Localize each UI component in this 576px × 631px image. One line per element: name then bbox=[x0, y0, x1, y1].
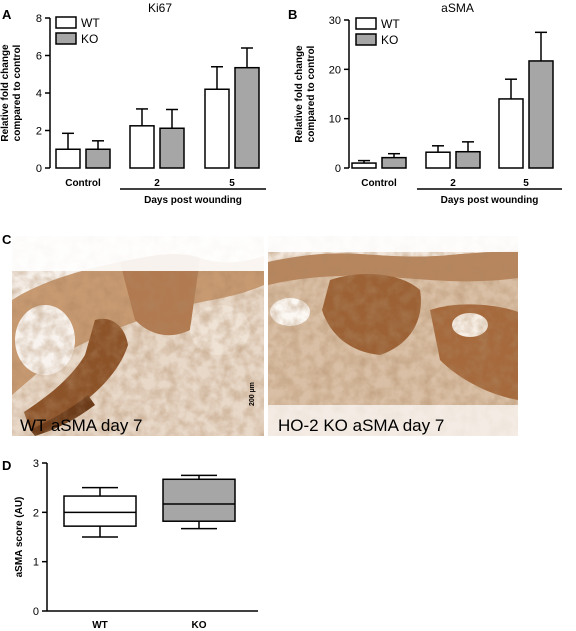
bar-ko bbox=[528, 60, 554, 169]
group-label: Days post wounding bbox=[441, 195, 539, 206]
y-axis-label: compared to control bbox=[306, 45, 317, 142]
bar-wt bbox=[129, 125, 155, 169]
x-category-label: WT bbox=[92, 620, 108, 631]
y-tick-label: 4 bbox=[36, 88, 42, 100]
ko-asma-image bbox=[268, 236, 518, 436]
bar-ko bbox=[381, 156, 407, 169]
ko-asma-caption: HO-2 KO aSMA day 7 bbox=[278, 416, 444, 435]
x-category-label: KO bbox=[192, 620, 207, 631]
y-axis-label: Relative fold change bbox=[294, 45, 305, 143]
y-axis-label: aSMA score (AU) bbox=[14, 497, 25, 578]
panel-letter-d: D bbox=[2, 458, 11, 473]
x-category-label: 2 bbox=[154, 178, 160, 189]
x-category-label: 2 bbox=[450, 178, 456, 189]
asma-bar-chart: aSMA 0 10 20 30 Relative fold change compared … bbox=[294, 1, 562, 206]
chart-title: aSMA bbox=[441, 1, 474, 15]
y-tick-label: 0 bbox=[33, 606, 39, 618]
panel-letter-c: C bbox=[2, 232, 12, 247]
y-tick-label: 2 bbox=[33, 507, 39, 519]
legend-swatch-ko bbox=[55, 32, 77, 45]
y-tick-label: 6 bbox=[36, 51, 42, 63]
y-tick-label: 3 bbox=[33, 458, 39, 470]
ki67-bar-chart: Ki67 0 2 4 6 8 Relative fold change compared to… bbox=[0, 1, 266, 206]
x-category-label: 5 bbox=[523, 178, 529, 189]
y-axis-label: compared to control bbox=[12, 44, 23, 141]
box-ko bbox=[162, 478, 236, 522]
x-category-label: Control bbox=[361, 178, 397, 189]
bar-ko bbox=[159, 127, 185, 169]
chart-title: Ki67 bbox=[148, 1, 172, 15]
legend-label: WT bbox=[381, 17, 400, 31]
bar-wt bbox=[204, 88, 230, 169]
y-tick-label: 8 bbox=[36, 13, 42, 25]
scale-bar-label: 200 µm bbox=[249, 382, 256, 406]
bar-ko bbox=[85, 148, 111, 169]
panel-letter-a: A bbox=[2, 7, 12, 22]
y-tick-label: 1 bbox=[33, 557, 39, 569]
legend-swatch-wt bbox=[55, 16, 77, 29]
bar-wt bbox=[498, 98, 524, 169]
box-wt bbox=[63, 495, 137, 527]
group-label: Days post wounding bbox=[144, 195, 242, 206]
y-tick-label: 30 bbox=[329, 15, 341, 27]
bar-wt bbox=[351, 162, 377, 169]
x-category-label: Control bbox=[65, 178, 101, 189]
legend-label: WT bbox=[81, 16, 100, 30]
y-tick-label: 20 bbox=[329, 64, 341, 76]
asma-score-box-plot: 0 1 2 3 aSMA score (AU) WT KO bbox=[14, 458, 258, 631]
y-tick-label: 0 bbox=[335, 163, 341, 175]
legend-label: KO bbox=[381, 33, 398, 47]
y-tick-label: 2 bbox=[36, 126, 42, 138]
bar-ko bbox=[234, 66, 260, 169]
panel-letter-b: B bbox=[288, 7, 297, 22]
bar-wt bbox=[425, 151, 451, 169]
x-category-label: 5 bbox=[229, 178, 235, 189]
y-axis-label: Relative fold change bbox=[0, 44, 11, 142]
bar-wt bbox=[55, 148, 81, 169]
wt-asma-image bbox=[12, 236, 264, 436]
bar-ko bbox=[455, 150, 481, 169]
y-tick-label: 10 bbox=[329, 114, 341, 126]
legend-swatch-wt bbox=[355, 17, 377, 30]
y-tick-label: 0 bbox=[36, 163, 42, 175]
legend-label: KO bbox=[81, 32, 98, 46]
wt-asma-caption: WT aSMA day 7 bbox=[20, 416, 143, 435]
legend-swatch-ko bbox=[355, 33, 377, 46]
histology-images: WT aSMA day 7 HO-2 KO aSMA day 7 200 µm bbox=[12, 236, 518, 436]
